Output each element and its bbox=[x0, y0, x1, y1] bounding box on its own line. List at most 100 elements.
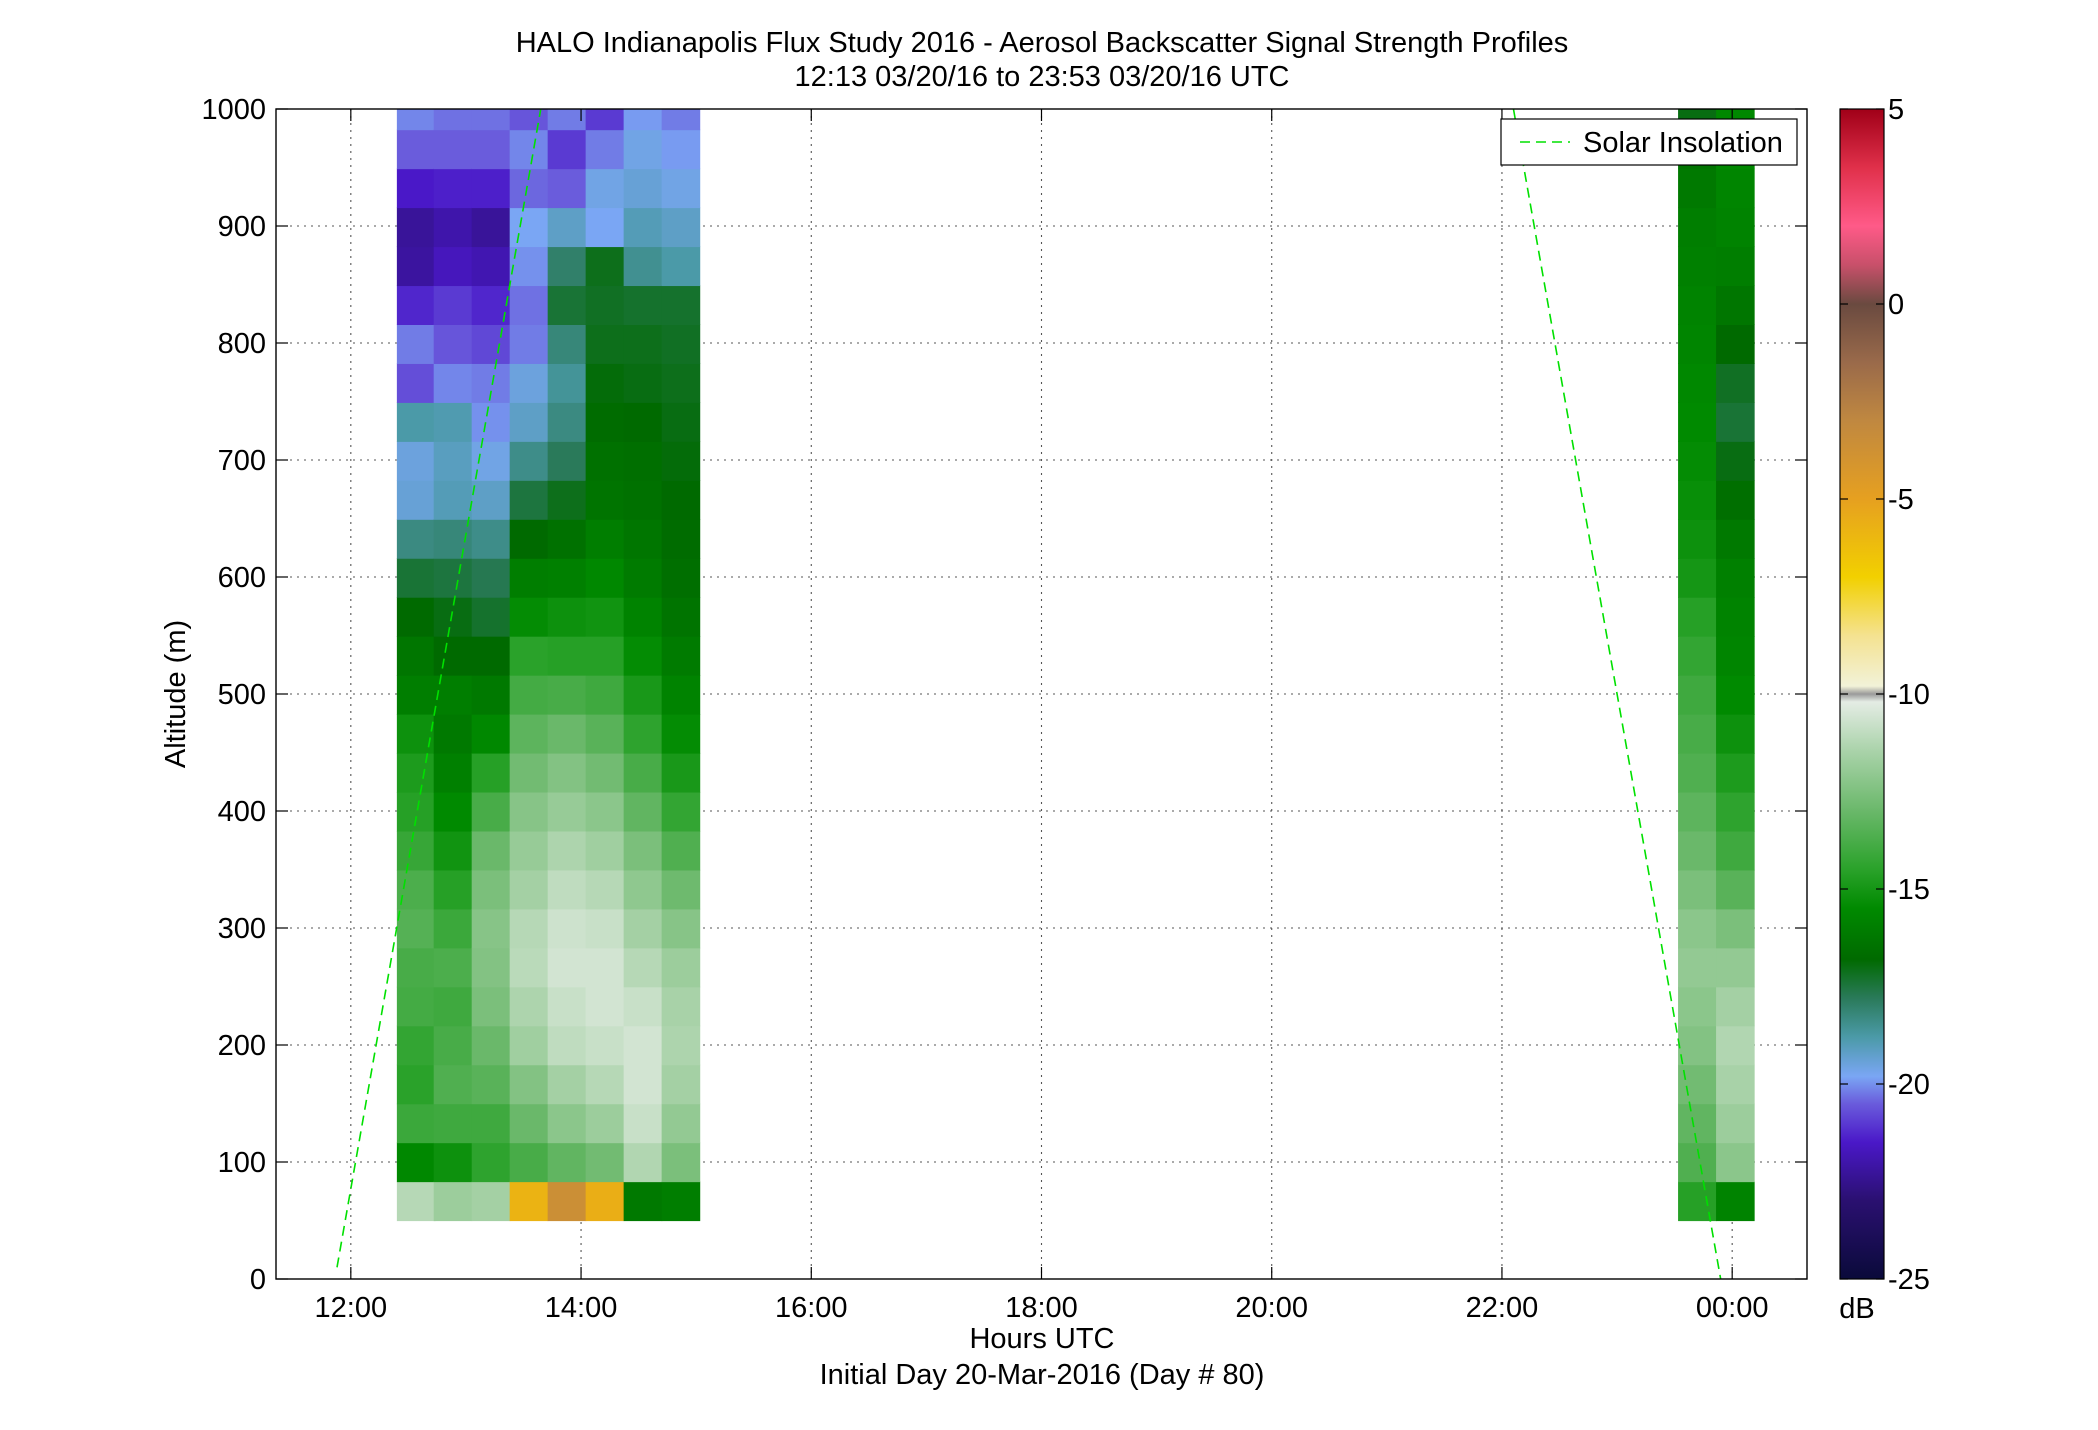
heatmap-cell bbox=[433, 869, 473, 910]
heatmap-cell bbox=[1678, 714, 1717, 754]
heatmap-cell bbox=[661, 1103, 701, 1144]
heatmap-cell bbox=[396, 675, 436, 715]
heatmap-cell bbox=[471, 986, 511, 1027]
heatmap-cell bbox=[509, 363, 549, 403]
heatmap-cell bbox=[547, 1025, 587, 1066]
x-tick-label: 20:00 bbox=[1235, 1292, 1308, 1324]
x-axis-sublabel: Initial Day 20-Mar-2016 (Day # 80) bbox=[820, 1359, 1265, 1391]
heatmap-cell bbox=[1678, 324, 1717, 364]
heatmap-cell bbox=[1716, 908, 1755, 949]
heatmap-cell bbox=[396, 363, 436, 403]
heatmap-cells bbox=[396, 109, 1755, 1222]
heatmap-cell bbox=[661, 480, 701, 520]
heatmap-cell bbox=[1678, 986, 1717, 1027]
heatmap-cell bbox=[661, 636, 701, 676]
chart-title: HALO Indianapolis Flux Study 2016 - Aero… bbox=[516, 27, 1569, 59]
heatmap-cell bbox=[433, 908, 473, 949]
colorbar-tick-label: -25 bbox=[1888, 1264, 1930, 1296]
heatmap-cell bbox=[1716, 597, 1755, 637]
heatmap-cell bbox=[623, 1064, 663, 1105]
heatmap-cell bbox=[547, 285, 587, 325]
heatmap-cell bbox=[1716, 519, 1755, 559]
heatmap-cell bbox=[1678, 1103, 1717, 1144]
heatmap-cell bbox=[1716, 441, 1755, 481]
heatmap-cell bbox=[623, 1025, 663, 1066]
y-axis-ticks: 0 100 200 300 400 500 600 700 800 900 1000 bbox=[201, 94, 1807, 1296]
heatmap-cell bbox=[433, 129, 473, 170]
colorbar-tick-label: 5 bbox=[1888, 94, 1904, 126]
heatmap-cell bbox=[661, 908, 701, 949]
heatmap-cell bbox=[547, 402, 587, 442]
y-tick-label: 100 bbox=[218, 1147, 266, 1179]
heatmap-cell bbox=[471, 363, 511, 403]
heatmap-cell bbox=[396, 714, 436, 754]
x-tick-label: 12:00 bbox=[315, 1292, 388, 1324]
heatmap-cell bbox=[661, 791, 701, 832]
heatmap-cell bbox=[585, 129, 625, 170]
heatmap-cell bbox=[509, 324, 549, 364]
heatmap-cell bbox=[661, 947, 701, 988]
colorbar-unit-label: dB bbox=[1839, 1293, 1874, 1325]
legend: Solar Insolation bbox=[1500, 118, 1798, 166]
heatmap-cell bbox=[1678, 908, 1717, 949]
heatmap-cell bbox=[471, 207, 511, 248]
heatmap-cell bbox=[623, 1142, 663, 1183]
heatmap-cell bbox=[661, 1025, 701, 1066]
heatmap-cell bbox=[547, 324, 587, 364]
heatmap-cell bbox=[623, 791, 663, 832]
heatmap-cell bbox=[1716, 558, 1755, 598]
heatmap-cell bbox=[1716, 402, 1755, 442]
heatmap-cell bbox=[1716, 636, 1755, 676]
heatmap-cell bbox=[1716, 1181, 1755, 1222]
heatmap-cell bbox=[433, 597, 473, 637]
heatmap-cell bbox=[623, 324, 663, 364]
heatmap-cell bbox=[471, 675, 511, 715]
heatmap-cell bbox=[509, 947, 549, 988]
heatmap-cell bbox=[509, 986, 549, 1027]
heatmap-cell bbox=[396, 597, 436, 637]
heatmap-cell bbox=[585, 947, 625, 988]
heatmap-cell bbox=[471, 636, 511, 676]
heatmap-cell bbox=[509, 519, 549, 559]
colorbar: 5 0 -5 -10 -15 -20 -25 dB bbox=[1839, 94, 1930, 1325]
heatmap-cell bbox=[585, 869, 625, 910]
heatmap-cell bbox=[547, 1103, 587, 1144]
heatmap-cell bbox=[661, 246, 701, 287]
heatmap-cell bbox=[433, 168, 473, 209]
heatmap-cell bbox=[585, 1142, 625, 1183]
heatmap-cell bbox=[471, 324, 511, 364]
heatmap-cell bbox=[585, 246, 625, 287]
heatmap-cell bbox=[1716, 246, 1755, 287]
heatmap-cell bbox=[1716, 1142, 1755, 1183]
heatmap-cell bbox=[661, 830, 701, 871]
heatmap-cell bbox=[1716, 207, 1755, 248]
heatmap-cell bbox=[623, 714, 663, 754]
heatmap-cell bbox=[623, 109, 663, 131]
heatmap-cell bbox=[1716, 363, 1755, 403]
heatmap-cell bbox=[585, 714, 625, 754]
solar-insolation-line bbox=[336, 109, 542, 1268]
heatmap-cell bbox=[547, 558, 587, 598]
heatmap-cell bbox=[396, 519, 436, 559]
heatmap-cell bbox=[661, 597, 701, 637]
heatmap-cell bbox=[509, 791, 549, 832]
heatmap-cell bbox=[1678, 246, 1717, 287]
heatmap-cell bbox=[585, 1025, 625, 1066]
heatmap-cell bbox=[623, 636, 663, 676]
heatmap-cell bbox=[433, 441, 473, 481]
x-axis-label: Hours UTC bbox=[969, 1323, 1114, 1355]
heatmap-cell bbox=[661, 714, 701, 754]
heatmap-cell bbox=[433, 246, 473, 287]
heatmap-cell bbox=[509, 597, 549, 637]
heatmap-cell bbox=[509, 558, 549, 598]
heatmap-cell bbox=[396, 947, 436, 988]
heatmap-cell bbox=[585, 207, 625, 248]
heatmap-cell bbox=[1716, 1064, 1755, 1105]
heatmap-cell bbox=[396, 791, 436, 832]
heatmap-cell bbox=[433, 1025, 473, 1066]
heatmap-cell bbox=[433, 519, 473, 559]
heatmap-cell bbox=[1678, 207, 1717, 248]
heatmap-cell bbox=[471, 109, 511, 131]
heatmap-cell bbox=[1678, 597, 1717, 637]
